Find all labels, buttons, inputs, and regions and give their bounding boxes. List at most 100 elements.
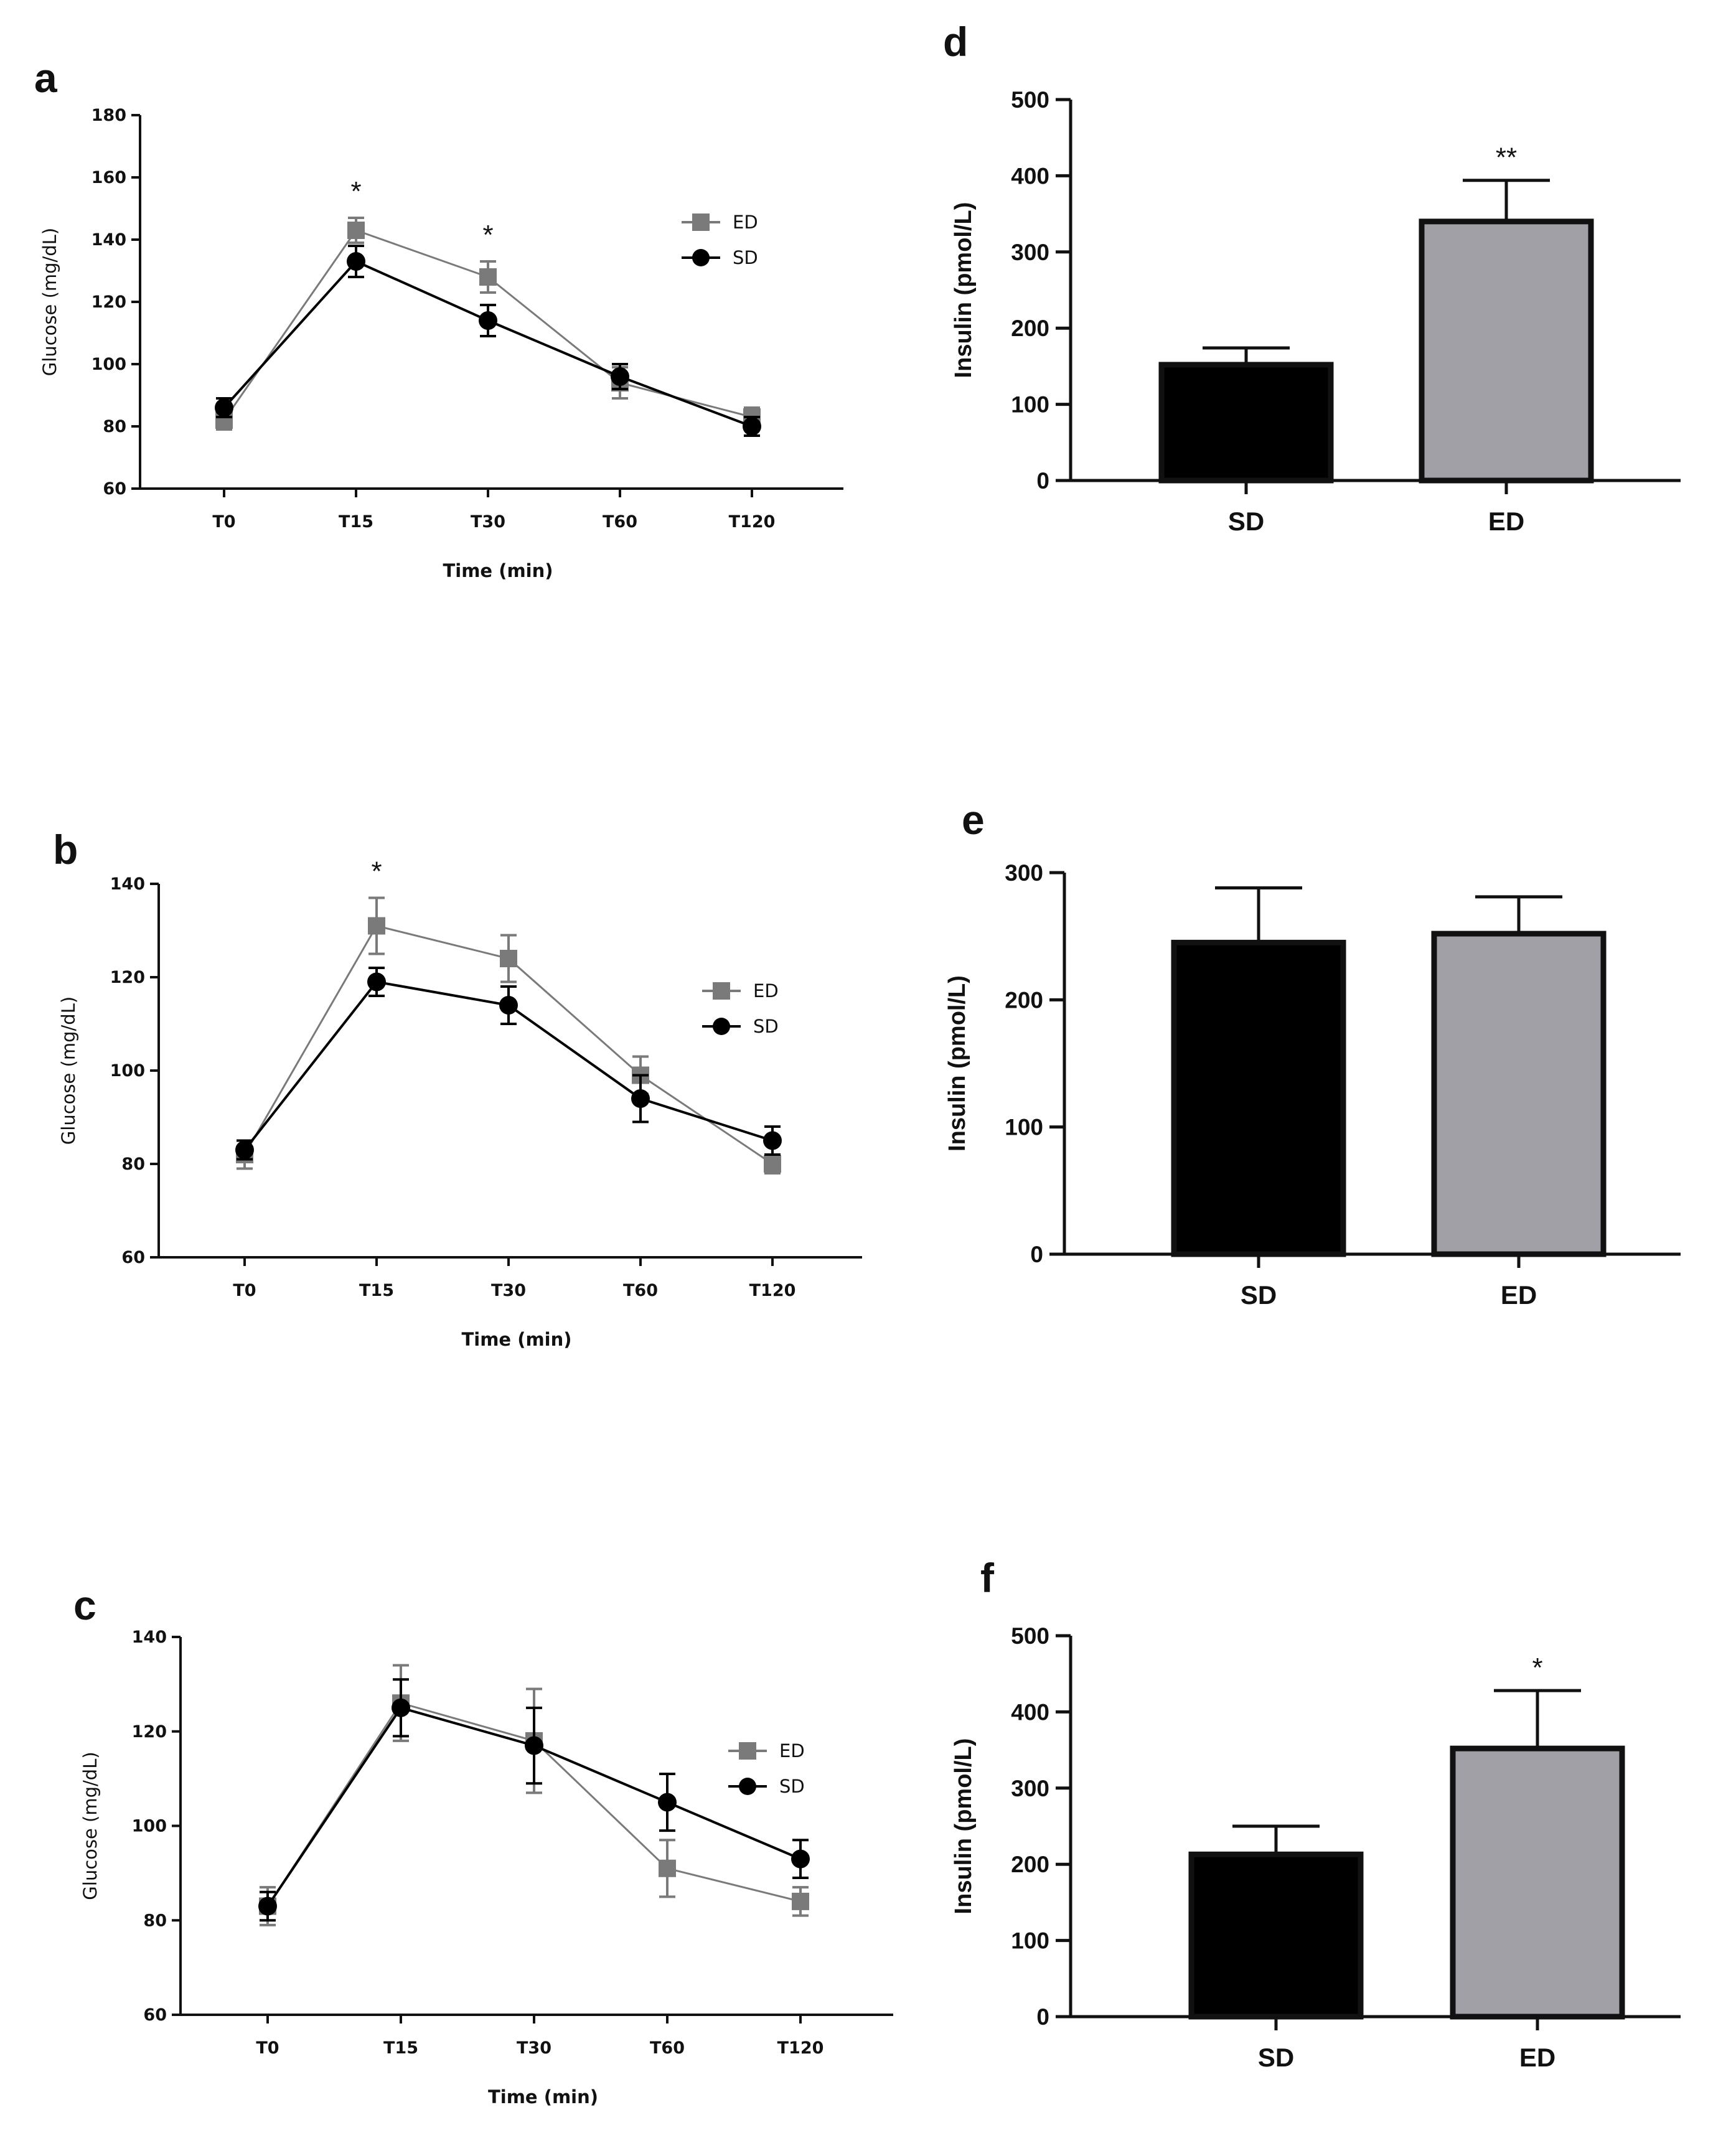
bar-ED <box>1431 931 1607 1257</box>
data-point-SD <box>791 1849 810 1869</box>
significance-label: ** <box>1496 143 1517 173</box>
data-point-SD <box>631 1089 650 1108</box>
y-tick-label: 0 <box>1036 468 1049 494</box>
x-tick-label: T0 <box>212 512 235 532</box>
legend-marker <box>739 1778 756 1795</box>
data-point-SD <box>258 1897 277 1916</box>
data-point-SD <box>479 311 497 330</box>
y-axis-title: Glucose (mg/dL) <box>80 1751 101 1900</box>
legend-label: ED <box>779 1740 805 1761</box>
legend-item-SD: SD <box>728 1776 805 1797</box>
data-point-SD <box>392 1698 410 1717</box>
panel-letter-e: e <box>962 797 985 843</box>
y-tick-label: 100 <box>1005 1115 1043 1140</box>
data-point-SD <box>763 1131 782 1150</box>
y-tick-label: 200 <box>1011 1852 1049 1877</box>
x-tick-label: T120 <box>777 2038 824 2058</box>
y-tick-label: 80 <box>143 1911 167 1930</box>
y-axis-title: Glucose (mg/dL) <box>39 228 60 376</box>
y-tick-label: 0 <box>1036 2004 1049 2030</box>
y-tick-label: 500 <box>1011 87 1049 113</box>
y-tick-label: 80 <box>121 1155 145 1174</box>
x-axis-title: Time (min) <box>488 2086 598 2108</box>
x-tick-label: SD <box>1258 2043 1294 2072</box>
y-tick-label: 120 <box>132 1722 167 1742</box>
data-point-SD <box>499 996 518 1015</box>
chart-panel-b: 60 80 100 120 140 T0 T15 T30 T60 T120 Time (min) Gl… <box>58 856 862 1350</box>
chart-panel-f: 0 100 200 300 400 500 SD ED Insulin (pmol/L) * <box>950 1623 1681 2072</box>
significance-label: * <box>482 220 493 250</box>
legend-label: SD <box>753 1016 779 1037</box>
legend-item-ED: ED <box>682 212 758 233</box>
legend-item-SD: SD <box>702 1016 779 1037</box>
y-tick-label: 300 <box>1011 1776 1049 1801</box>
data-point-ED <box>368 917 385 935</box>
data-point-SD <box>367 972 386 992</box>
panel-letter-b: b <box>53 827 78 873</box>
y-tick-label: 140 <box>110 875 145 894</box>
x-tick-label: T120 <box>729 512 776 532</box>
x-tick-label: SD <box>1241 1280 1277 1310</box>
legend-marker <box>713 982 730 1000</box>
legend-label: ED <box>753 980 779 1001</box>
bar-SD <box>1158 362 1334 484</box>
y-tick-label: 100 <box>91 355 126 374</box>
data-point-ED <box>500 950 517 967</box>
data-point-SD <box>215 398 233 417</box>
x-tick-label: T60 <box>650 2038 685 2058</box>
y-tick-label: 200 <box>1005 987 1043 1013</box>
legend-marker <box>713 1018 730 1035</box>
data-point-ED <box>479 268 497 286</box>
x-tick-label: ED <box>1519 2043 1555 2072</box>
data-point-SD <box>235 1140 254 1160</box>
y-tick-label: 80 <box>103 417 126 436</box>
bar-SD <box>1171 939 1346 1257</box>
data-point-ED <box>792 1892 809 1910</box>
panel-letter-f: f <box>980 1555 995 1601</box>
data-point-SD <box>525 1736 543 1755</box>
y-tick-label: 300 <box>1011 240 1049 265</box>
y-tick-label: 60 <box>121 1248 145 1267</box>
chart-panel-d: 0 100 200 300 400 500 SD ED Insulin (pmol/L) ** <box>950 87 1681 536</box>
significance-label: * <box>371 856 382 887</box>
x-tick-label: SD <box>1228 507 1264 536</box>
y-tick-label: 60 <box>103 479 126 499</box>
y-tick-label: 120 <box>110 968 145 987</box>
data-point-ED <box>764 1155 781 1173</box>
x-tick-label: T60 <box>603 512 637 532</box>
y-tick-label: 200 <box>1011 316 1049 341</box>
y-tick-label: 180 <box>91 106 126 125</box>
x-tick-label: T0 <box>233 1281 256 1300</box>
y-axis-title: Glucose (mg/dL) <box>58 996 79 1145</box>
y-tick-label: 100 <box>1011 392 1049 418</box>
y-tick-label: 100 <box>132 1817 167 1836</box>
y-tick-label: 120 <box>91 293 126 312</box>
legend-item-ED: ED <box>728 1740 805 1761</box>
y-tick-label: 400 <box>1011 1699 1049 1725</box>
legend-label: SD <box>779 1776 805 1797</box>
data-point-SD <box>347 252 365 271</box>
legend-item-ED: ED <box>702 980 779 1001</box>
y-axis-title: Insulin (pmol/L) <box>950 1738 977 1915</box>
x-tick-label: T30 <box>491 1281 526 1300</box>
y-tick-label: 100 <box>110 1061 145 1081</box>
legend-marker <box>692 213 710 231</box>
x-tick-label: T15 <box>383 2038 418 2058</box>
data-point-ED <box>347 222 365 239</box>
x-tick-label: T120 <box>749 1281 796 1300</box>
legend-label: ED <box>733 212 758 233</box>
bar-ED <box>1450 1745 1625 2020</box>
legend-item-SD: SD <box>682 247 758 268</box>
y-tick-label: 140 <box>91 230 126 250</box>
y-tick-label: 160 <box>91 168 126 187</box>
data-point-ED <box>659 1859 676 1877</box>
y-axis-title: Insulin (pmol/L) <box>950 202 977 378</box>
y-tick-label: 60 <box>143 2005 167 2025</box>
panel-letter-c: c <box>73 1582 96 1628</box>
y-tick-label: 100 <box>1011 1928 1049 1954</box>
x-tick-label: ED <box>1501 1280 1537 1310</box>
panel-letter-d: d <box>943 19 968 65</box>
y-tick-label: 0 <box>1030 1242 1043 1267</box>
x-tick-label: T30 <box>517 2038 551 2058</box>
